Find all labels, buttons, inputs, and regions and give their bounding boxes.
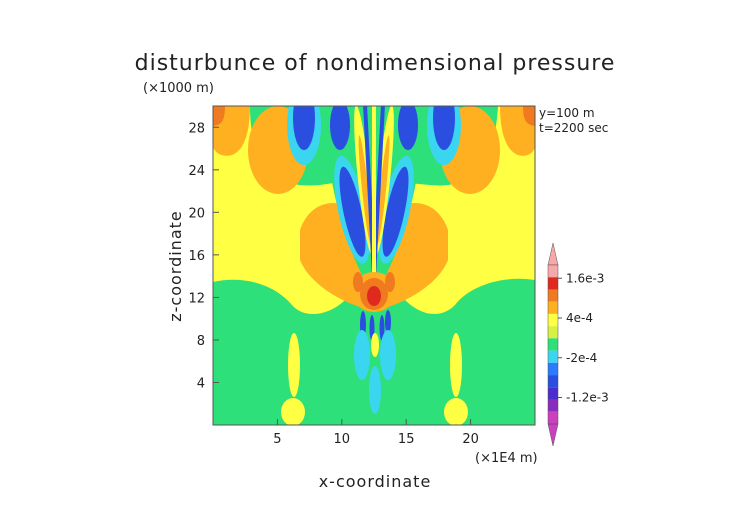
colorbar-segment	[548, 289, 558, 302]
x-tick-label: 5	[273, 432, 281, 447]
y-tick-label: 8	[197, 334, 205, 349]
colorbar-segment	[548, 301, 558, 314]
colorbar-extend-max	[547, 242, 559, 266]
colorbar-segment	[548, 350, 558, 363]
annotation-y: y=100 m	[539, 106, 595, 120]
colorbar-segment	[548, 362, 558, 376]
y-tick-label: 20	[188, 206, 205, 221]
colorbar: 1.6e-3 4e-4 -2e-4 -1.2e-3	[547, 242, 609, 447]
colorbar-segment	[548, 375, 558, 388]
x-tick-label: 20	[462, 432, 479, 447]
x-tick-label: 15	[398, 432, 415, 447]
colorbar-segment	[548, 265, 558, 278]
colorbar-extend-min	[547, 423, 559, 447]
colorbar-label: 1.6e-3	[566, 271, 604, 285]
y-tick-label: 12	[188, 291, 205, 306]
colorbar-label: -2e-4	[566, 351, 597, 365]
colorbar-segment	[548, 387, 558, 400]
y-tick-label: 4	[197, 376, 205, 391]
annotation-t: t=2200 sec	[539, 121, 608, 135]
contour-field	[213, 106, 535, 425]
colorbar-segment	[548, 313, 558, 327]
colorbar-label: 4e-4	[566, 311, 593, 325]
x-unit-label: (×1E4 m)	[475, 451, 538, 466]
colorbar-label: -1.2e-3	[566, 391, 609, 405]
chart-title: disturbunce of nondimensional pressure	[135, 51, 616, 76]
y-tick-label: 16	[188, 249, 205, 264]
x-axis: 5 10 15 20	[273, 419, 479, 447]
colorbar-frame	[547, 264, 559, 425]
colorbar-segment	[548, 326, 558, 339]
x-tick-label: 10	[334, 432, 351, 447]
y-tick-label: 24	[188, 164, 205, 179]
x-axis-label: x-coordinate	[319, 472, 432, 491]
y-unit-label: (×1000 m)	[143, 81, 214, 96]
y-tick-label: 28	[188, 121, 205, 136]
colorbar-segment	[548, 277, 558, 290]
colorbar-segment	[548, 399, 558, 412]
colorbar-segment	[548, 411, 558, 424]
colorbar-segment	[548, 338, 558, 351]
y-axis-label: z-coordinate	[166, 210, 185, 322]
y-axis: 4 8 12 16 20 24 28	[188, 121, 219, 391]
plot-frame	[212, 105, 536, 426]
